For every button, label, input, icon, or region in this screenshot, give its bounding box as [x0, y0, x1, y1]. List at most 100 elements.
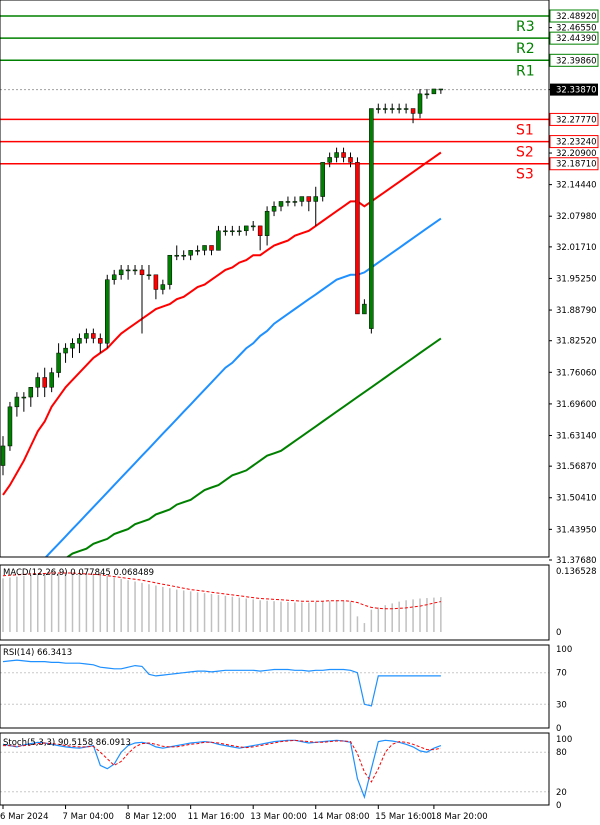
candle-body [139, 269, 145, 276]
x-tick-label: 14 Mar 08:00 [313, 812, 370, 822]
candle-body [35, 377, 40, 388]
candle-body [98, 338, 103, 344]
candle-body [334, 152, 339, 158]
candle-body [341, 152, 346, 158]
rsi-y-tick-label: 100 [556, 645, 572, 655]
candle-body [424, 93, 430, 96]
y-tick-label: 32.07980 [556, 212, 597, 222]
y-tick-label: 31.50410 [556, 494, 597, 504]
candle-body [56, 352, 61, 373]
macd-panel: MACD(12,26,9) 0.077845 0.068489 0.136528 0 [0, 564, 597, 641]
candle-body [389, 108, 395, 110]
candle-body [313, 196, 318, 202]
x-tick-label: 13 Mar 00:00 [250, 812, 307, 822]
x-tick-label: 8 Mar 12:00 [125, 812, 176, 822]
rsi-label: RSI(14) 66.3413 [3, 648, 72, 658]
y-tick-label: 32.01710 [556, 243, 597, 253]
candle-body [278, 201, 284, 207]
candle-body [299, 196, 305, 202]
level-s2-value: 32.23240 [556, 138, 597, 148]
y-tick-label: 31.43950 [556, 525, 597, 535]
candle-body [417, 93, 423, 114]
x-tick-label: 7 Mar 04:00 [63, 812, 114, 822]
ma-green-line [65, 337, 442, 557]
candle-body [376, 108, 381, 110]
candle-body [438, 88, 444, 91]
rsi-y-tick-label: 30 [556, 700, 567, 710]
candle-body [292, 201, 298, 203]
rsi-y-tick-label: 70 [556, 669, 567, 679]
level-s1-badge [549, 112, 599, 126]
candle-body [327, 157, 332, 163]
candle-body [369, 108, 374, 329]
candle-body [348, 157, 353, 163]
candle-body [396, 108, 402, 110]
candle-body [250, 225, 256, 228]
candle-body [28, 387, 34, 398]
stoch-k-line [2, 739, 442, 800]
candle-body [257, 225, 263, 236]
current-price-badge [550, 83, 598, 96]
candle-body [320, 162, 325, 197]
stoch-bg [0, 733, 549, 805]
x-tick-label: 6 Mar 2024 [0, 812, 48, 822]
candle-body [160, 284, 166, 290]
macd-signal-line [2, 572, 441, 610]
candle-body [14, 396, 20, 408]
candle-body [0, 445, 6, 466]
candle-body [188, 250, 193, 256]
level-s3-value: 32.18710 [556, 160, 597, 170]
y-tick-label: 31.69600 [556, 400, 597, 410]
rsi-bg [0, 645, 549, 728]
candle-body [84, 333, 89, 339]
macd-y-tick-label: 0.136528 [556, 567, 597, 577]
candle-body [63, 347, 68, 354]
x-tick-label: 18 Mar 20:00 [431, 812, 488, 822]
level-r3-value: 32.48920 [556, 12, 597, 22]
rsi-panel: RSI(14) 66.3413 100 70 30 0 [0, 644, 572, 734]
level-r1-label: R1 [516, 63, 535, 79]
stoch-y-tick-label: 80 [556, 748, 567, 758]
ma-red-line [2, 151, 442, 496]
candle-body [111, 274, 117, 280]
x-tick-label: 11 Mar 16:00 [188, 812, 245, 822]
y-tick-label: 31.95250 [556, 274, 597, 284]
y-tick-label: 32.46550 [556, 24, 597, 34]
level-r1-value: 32.39860 [556, 56, 597, 66]
candle-body [216, 230, 221, 251]
current-price-value: 32.33870 [556, 86, 597, 96]
level-r3-label: R3 [516, 19, 535, 35]
candle-body [174, 254, 179, 257]
level-s1-label: S1 [516, 122, 534, 138]
rsi-y-tick-label: 0 [556, 724, 561, 734]
main-bg [0, 0, 549, 557]
time-axis: 6 Mar 2024 7 Mar 04:00 8 Mar 12:00 11 Mar 1… [0, 805, 488, 822]
stoch-y-tick-label: 100 [556, 735, 572, 745]
candle-body [202, 245, 207, 251]
y-tick-label: 31.56870 [556, 462, 597, 472]
macd-label: MACD(12,26,9) 0.077845 0.068489 [3, 568, 154, 578]
candle-body [237, 230, 242, 233]
level-r3-badge [549, 9, 599, 23]
level-s3-badge [549, 157, 599, 171]
level-r1-badge [549, 53, 599, 67]
candle-body [285, 201, 291, 203]
stoch-d-line [3, 739, 441, 783]
candle-body [362, 303, 367, 315]
candle-body [383, 108, 388, 110]
y-tick-label: 31.76060 [556, 368, 597, 378]
candle-body [146, 274, 152, 277]
candle-body [181, 254, 186, 257]
level-r2-badge [549, 31, 599, 45]
stoch-label: Stoch(5,3,3) 90.5158 86.0913 [3, 738, 131, 748]
stoch-y-tick-label: 20 [556, 788, 567, 798]
y-tick-label: 31.88790 [556, 306, 597, 316]
candle-body [271, 206, 277, 212]
candle-body [209, 245, 214, 251]
candle-body [264, 210, 270, 236]
candle-body [118, 269, 124, 276]
candle-body [49, 372, 54, 388]
level-r2-value: 32.44390 [556, 34, 597, 44]
y-tick-label: 32.14440 [556, 181, 597, 191]
candle-body [77, 338, 82, 344]
